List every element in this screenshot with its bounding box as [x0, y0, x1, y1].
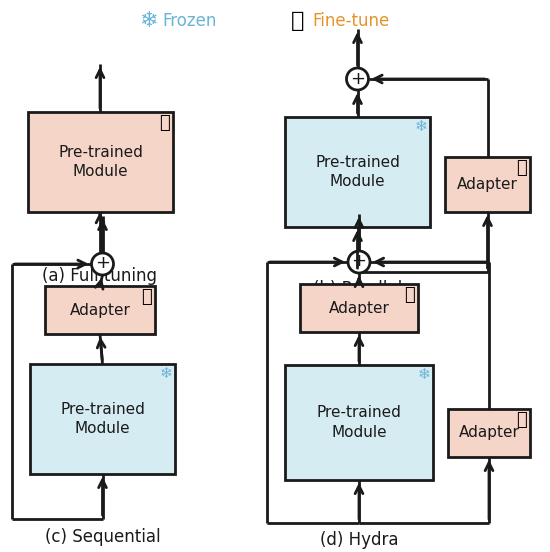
Text: +: +	[351, 252, 366, 270]
Text: ❄: ❄	[417, 367, 430, 382]
Text: 🔥: 🔥	[292, 11, 305, 31]
Text: ❄: ❄	[414, 119, 427, 134]
FancyBboxPatch shape	[300, 284, 418, 332]
Text: 🔥: 🔥	[516, 159, 527, 177]
Text: 🔥: 🔥	[516, 411, 527, 429]
Text: Fine-tune: Fine-tune	[312, 12, 389, 30]
Text: Pre-trained
Module: Pre-trained Module	[317, 405, 402, 440]
FancyBboxPatch shape	[285, 365, 433, 480]
Text: (d) Hydra: (d) Hydra	[320, 531, 398, 549]
Text: (c) Sequential: (c) Sequential	[45, 528, 160, 546]
Text: +: +	[350, 70, 365, 88]
Text: +: +	[95, 254, 110, 273]
FancyBboxPatch shape	[28, 112, 173, 212]
Text: 🔥: 🔥	[141, 288, 152, 306]
FancyBboxPatch shape	[45, 286, 155, 334]
Text: (a) Full tuning: (a) Full tuning	[42, 267, 157, 285]
Text: ❄: ❄	[160, 366, 172, 381]
Circle shape	[348, 251, 370, 273]
Text: Adapter: Adapter	[69, 302, 130, 317]
FancyBboxPatch shape	[448, 409, 530, 457]
Text: 🔥: 🔥	[160, 114, 170, 132]
Text: Pre-trained
Module: Pre-trained Module	[315, 155, 400, 189]
Text: 🔥: 🔥	[404, 286, 415, 304]
FancyBboxPatch shape	[445, 157, 530, 212]
Text: ❄: ❄	[139, 11, 157, 31]
Text: Frozen: Frozen	[162, 12, 216, 30]
Text: Adapter: Adapter	[457, 177, 518, 192]
Text: (b) Parallel: (b) Parallel	[313, 280, 402, 298]
Circle shape	[346, 68, 368, 90]
Text: Pre-trained
Module: Pre-trained Module	[58, 145, 143, 179]
Text: Adapter: Adapter	[328, 300, 389, 316]
FancyBboxPatch shape	[285, 117, 430, 227]
FancyBboxPatch shape	[30, 364, 175, 474]
Circle shape	[91, 253, 113, 275]
Text: Pre-trained
Module: Pre-trained Module	[60, 402, 145, 437]
Text: Adapter: Adapter	[459, 426, 519, 440]
